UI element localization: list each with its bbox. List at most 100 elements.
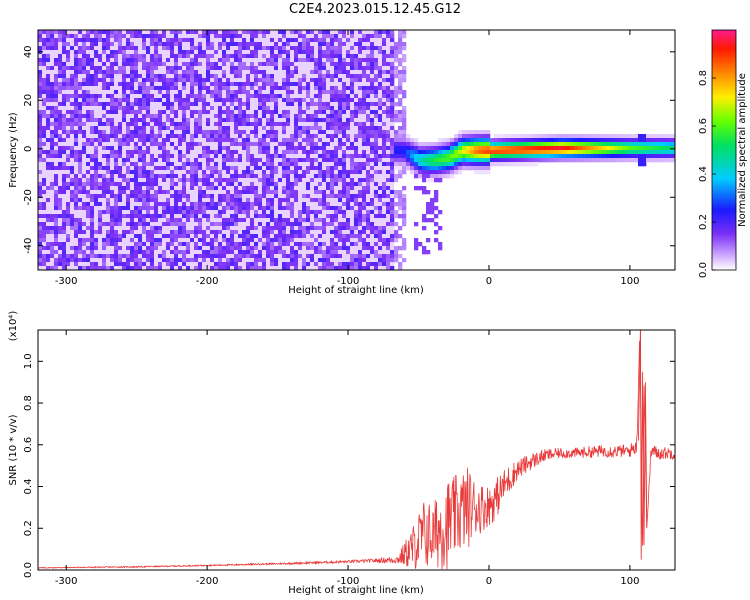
spectrogram-cell [166, 118, 171, 123]
spectrogram-cell [90, 30, 95, 35]
spectrogram-cell [86, 126, 91, 131]
spectrogram-cell [218, 174, 223, 179]
spectrogram-cell [254, 162, 259, 167]
spectrogram-cell [110, 30, 115, 35]
spectrogram-cell [214, 242, 219, 247]
spectrogram-cell [210, 238, 215, 243]
spectrogram-cell [358, 214, 363, 219]
spectrogram-cell [206, 78, 211, 83]
spectrogram-cell [54, 170, 59, 175]
spectrogram-cell [250, 186, 255, 191]
spectrogram-cell [62, 58, 67, 63]
spectrogram-cell [274, 94, 279, 99]
spectrogram-cell [174, 226, 179, 231]
spectrogram-cell [366, 238, 371, 243]
spectrogram-cell [102, 54, 107, 59]
spectrogram-cell [78, 262, 83, 267]
spectrogram-cell [86, 102, 91, 107]
spectrogram-cell [110, 54, 115, 59]
spectrogram-cell [190, 178, 195, 183]
spectrogram-cell [230, 194, 235, 199]
spectrogram-cell [62, 230, 67, 235]
spectrogram-cell [214, 210, 219, 215]
spectrogram-cell [82, 210, 87, 215]
spectrogram-cell [46, 226, 51, 231]
spectrogram-cell [190, 42, 195, 47]
spectrogram-cell [298, 62, 303, 67]
spectrogram-cell [138, 266, 143, 270]
spectrogram-cell [214, 142, 219, 147]
spectrogram-cell [322, 142, 327, 147]
spectrogram-cell [234, 42, 239, 47]
spectrogram-cell [122, 254, 127, 259]
spectrogram-cell [206, 214, 211, 219]
spectrogram-cell [362, 126, 367, 131]
spectrogram-cell [210, 94, 215, 99]
spectrogram-cell [150, 150, 155, 155]
spectrogram-cell [242, 62, 247, 67]
spectrogram-cell [278, 50, 283, 55]
spectrogram-cell [38, 34, 43, 39]
spectrogram-cell [158, 194, 163, 199]
spectrogram-cell [214, 186, 219, 191]
spectrogram-cell [94, 198, 99, 203]
spectrogram-cell [194, 206, 199, 211]
spectrogram-cell [182, 194, 187, 199]
spectrogram-cell [98, 242, 103, 247]
spectrogram-cell [202, 110, 207, 115]
spectrogram-cell [278, 58, 283, 63]
spectrogram-cell [258, 258, 263, 263]
spectrogram-cell [262, 142, 267, 147]
spectrogram-cell [334, 230, 339, 235]
spectrogram-cell [94, 58, 99, 63]
spectrogram-cell [122, 246, 127, 251]
spectrogram-cell [334, 102, 339, 107]
spectrogram-cell [122, 266, 127, 270]
spectrogram-cell [142, 214, 147, 219]
spectrogram-cell [186, 170, 191, 175]
spectrogram-cell [46, 94, 51, 99]
spectrogram-cell [114, 186, 119, 191]
spectrogram-cell [206, 94, 211, 99]
spectrogram-cell [58, 210, 63, 215]
spectrogram-cell [242, 150, 247, 155]
spectrogram-cell [270, 62, 275, 67]
spectrogram-cell [342, 206, 347, 211]
spectrogram-cell [138, 54, 143, 59]
spectrogram-cell [146, 266, 151, 270]
spectrogram-cell [262, 186, 267, 191]
spectrogram-cell [186, 166, 191, 171]
spectrogram-cell [130, 210, 135, 215]
spectrogram-cell [106, 38, 111, 43]
spectrogram-cell [282, 102, 287, 107]
spectrogram-cell [154, 182, 159, 187]
spectrogram-cell [98, 246, 103, 251]
spectrogram-cell [334, 262, 339, 267]
spectrogram-cell [198, 74, 203, 79]
spectrogram-cell [182, 222, 187, 227]
spectrogram-cell [122, 38, 127, 43]
spectrogram-cell [306, 266, 311, 270]
spectrogram-cell [138, 46, 143, 51]
spectrogram-cell [66, 146, 71, 151]
spectrogram-cell [162, 98, 167, 103]
spectrogram-cell [178, 122, 183, 127]
spectrogram-cell [342, 46, 347, 51]
spectrogram-cell [242, 94, 247, 99]
spectrogram-cell [210, 246, 215, 251]
spectrogram-cell [258, 218, 263, 223]
spectrogram-cell [182, 162, 187, 167]
spectrogram-cell [330, 162, 335, 167]
spectrogram-cell [326, 146, 331, 151]
spectrogram-cell [158, 90, 163, 95]
spectrogram-cell [46, 246, 51, 251]
spectrogram-cell [350, 130, 355, 135]
spectrogram-cell [306, 250, 311, 255]
spectrogram-cell [170, 154, 175, 159]
spectrogram-cell [298, 102, 303, 107]
spectrogram-cell [278, 122, 283, 127]
spectrogram-cell [278, 82, 283, 87]
spectrogram-cell [170, 230, 175, 235]
spectrogram-cell [146, 30, 151, 35]
spectrogram-cell [306, 134, 311, 139]
